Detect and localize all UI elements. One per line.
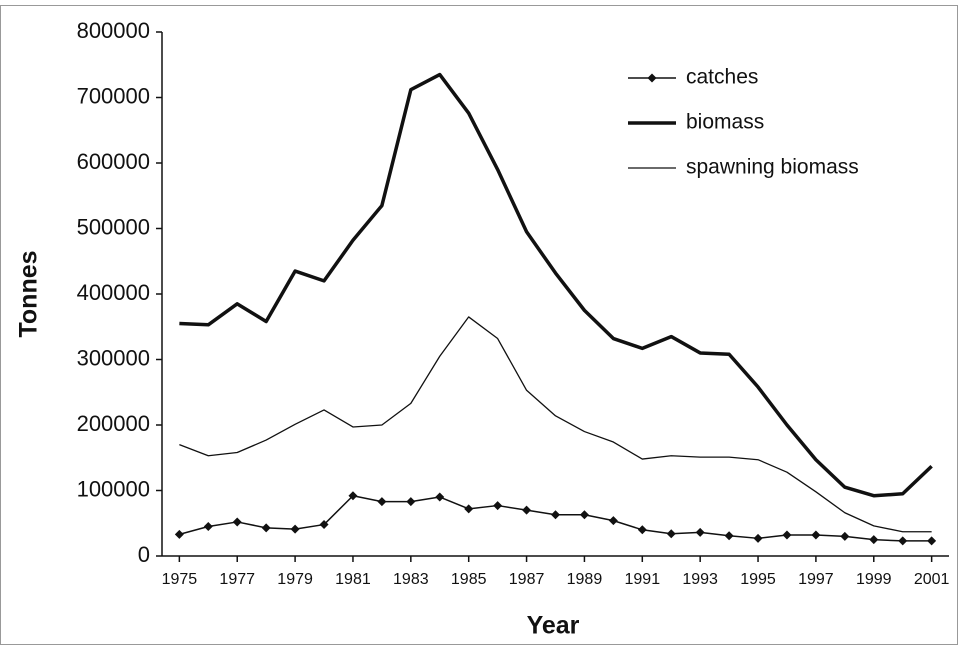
line-series bbox=[179, 72, 933, 498]
y-tick-label: 700000 bbox=[77, 83, 150, 108]
point-marker bbox=[348, 491, 358, 501]
point-marker bbox=[319, 520, 329, 530]
point-marker bbox=[724, 531, 734, 541]
x-tick-label: 1999 bbox=[856, 571, 892, 588]
x-tick-label: 1985 bbox=[451, 571, 487, 588]
legend-label: biomass bbox=[686, 111, 764, 134]
x-tick-label: 1997 bbox=[798, 571, 834, 588]
frame bbox=[0, 5, 958, 645]
x-tick-label: 1975 bbox=[162, 571, 198, 588]
y-tick-label: 600000 bbox=[77, 149, 150, 174]
x-tick-label: 2001 bbox=[914, 571, 950, 588]
y-tick-label: 800000 bbox=[77, 18, 150, 43]
point-marker bbox=[435, 492, 445, 502]
x-tick-label: 1983 bbox=[393, 571, 429, 588]
point-marker bbox=[753, 533, 763, 543]
point-marker bbox=[464, 504, 474, 514]
y-tick-label: 0 bbox=[138, 542, 150, 567]
legend-label: catches bbox=[686, 66, 758, 89]
point-marker bbox=[608, 516, 618, 526]
point-marker bbox=[290, 524, 300, 534]
y-tick-label: 400000 bbox=[77, 280, 150, 305]
point-marker bbox=[406, 497, 416, 507]
x-tick-label: 1993 bbox=[682, 571, 718, 588]
point-marker bbox=[579, 510, 589, 520]
legend-marker bbox=[647, 73, 657, 83]
x-tick-label: 1991 bbox=[625, 571, 661, 588]
y-tick-label: 500000 bbox=[77, 214, 150, 239]
x-tick-label: 1987 bbox=[509, 571, 545, 588]
point-marker bbox=[695, 527, 705, 537]
line-series bbox=[179, 316, 932, 533]
legend-label: spawning biomass bbox=[686, 156, 859, 179]
point-marker bbox=[869, 535, 879, 545]
point-marker bbox=[666, 529, 676, 539]
y-tick-label: 300000 bbox=[77, 345, 150, 370]
y-tick-label: 100000 bbox=[77, 476, 150, 501]
point-marker bbox=[898, 536, 908, 546]
x-tick-label: 1995 bbox=[740, 571, 776, 588]
y-axis-label: Tonnes bbox=[15, 250, 43, 337]
point-marker bbox=[811, 530, 821, 540]
x-tick-label: 1977 bbox=[219, 571, 255, 588]
x-tick-label: 1989 bbox=[567, 571, 603, 588]
point-marker bbox=[637, 525, 647, 535]
x-tick-label: 1979 bbox=[277, 571, 313, 588]
point-marker bbox=[232, 517, 242, 527]
point-marker bbox=[782, 530, 792, 540]
x-tick-label: 1981 bbox=[335, 571, 371, 588]
x-axis-label: Year bbox=[527, 612, 580, 640]
point-marker bbox=[261, 523, 271, 533]
point-marker bbox=[522, 505, 532, 515]
point-marker bbox=[840, 531, 850, 541]
point-marker bbox=[377, 497, 387, 507]
point-marker bbox=[493, 501, 503, 511]
point-marker bbox=[203, 522, 213, 532]
point-marker bbox=[174, 529, 184, 539]
point-marker bbox=[927, 536, 937, 546]
y-tick-label: 200000 bbox=[77, 411, 150, 436]
point-marker bbox=[551, 510, 560, 520]
